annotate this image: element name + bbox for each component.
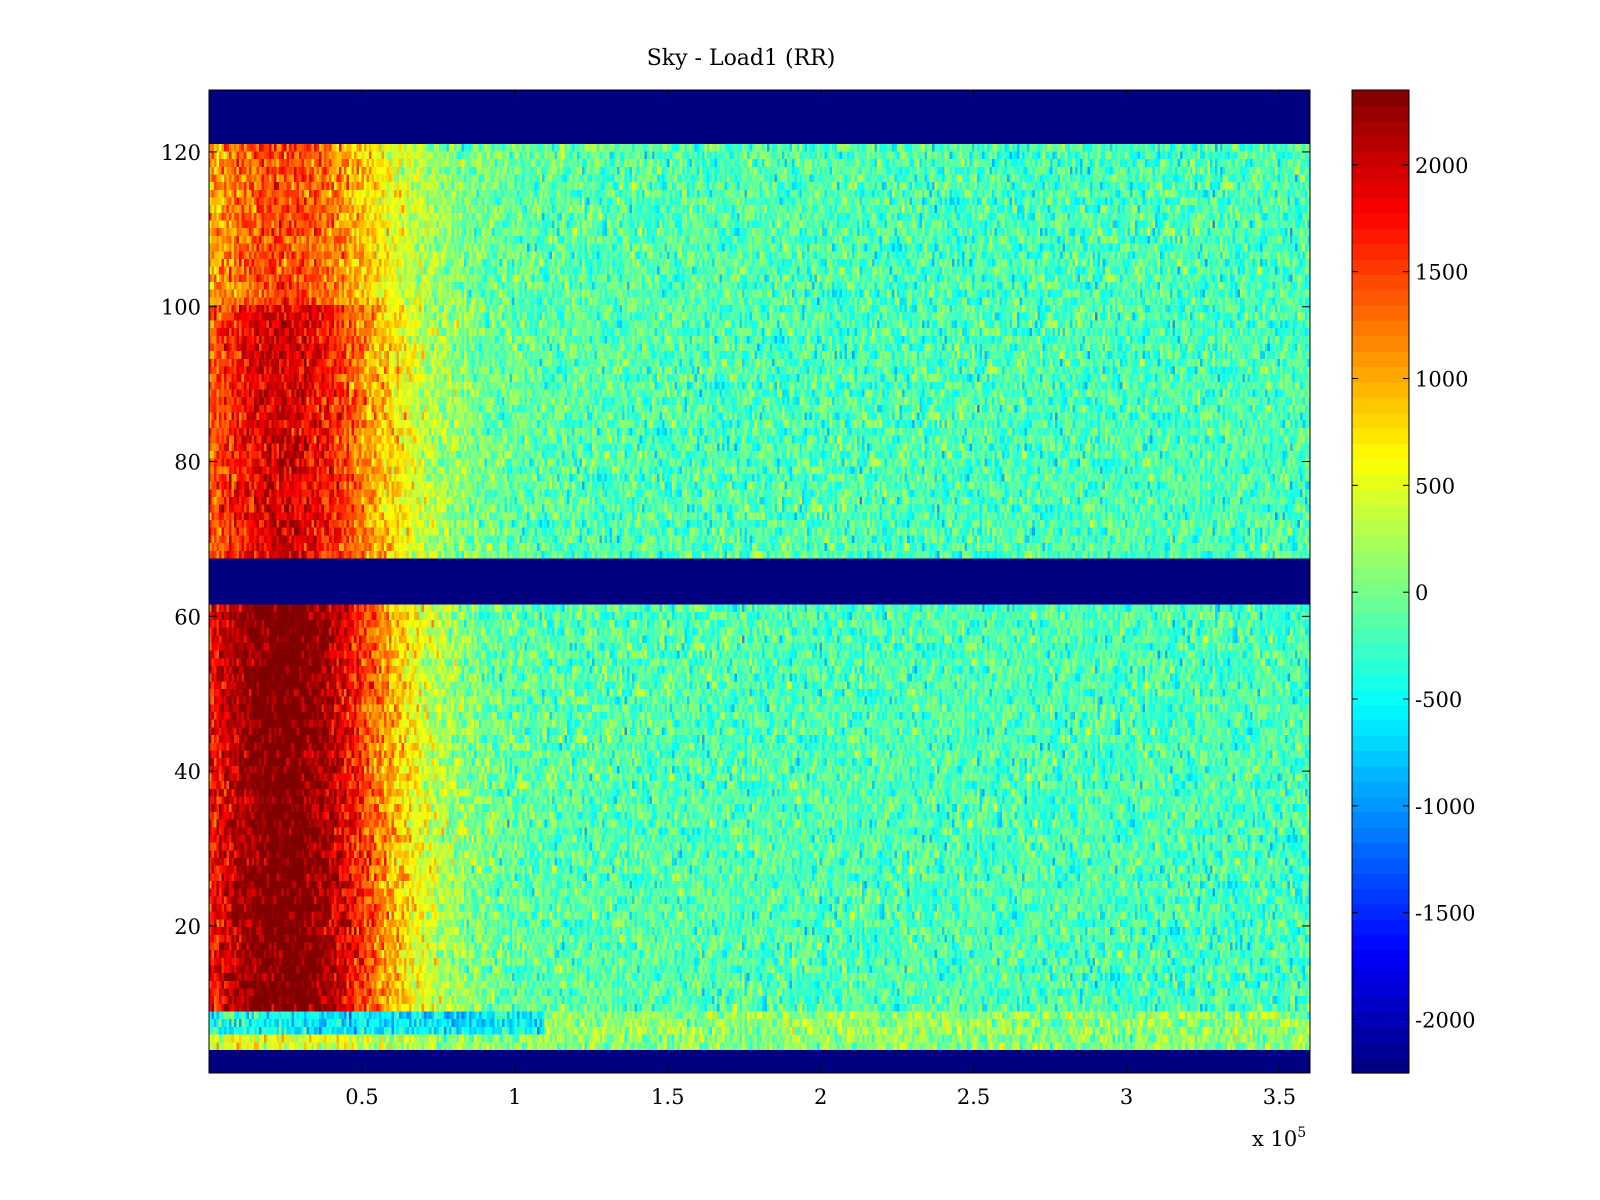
colorbar-axis: -2000 -1500 -1000 -500 0 500 1000 1500 2000	[1352, 154, 1476, 1033]
colorbar-segment	[1352, 612, 1409, 629]
colorbar-segment	[1352, 627, 1409, 644]
colorbar-tick-label: 1500	[1415, 261, 1468, 285]
colorbar-tick-label: 1000	[1415, 367, 1468, 391]
colorbar-segment	[1352, 596, 1409, 613]
colorbar-segment	[1352, 765, 1409, 782]
colorbar-segment	[1352, 489, 1409, 506]
colorbar-tick-label: -2000	[1415, 1009, 1476, 1033]
colorbar-segment	[1352, 857, 1409, 874]
colorbar-segment	[1352, 504, 1409, 521]
colorbar-segment	[1352, 228, 1409, 245]
colorbar-segment	[1352, 473, 1409, 490]
colorbar-tick-label: -1000	[1415, 795, 1476, 819]
heatmap-cells	[209, 90, 1310, 1073]
colorbar-segment	[1352, 781, 1409, 798]
colorbar-segment	[1352, 750, 1409, 767]
colorbar-tick-label: 0	[1415, 581, 1428, 605]
colorbar-segment	[1352, 151, 1409, 168]
colorbar	[1351, 89, 1410, 1074]
x-tick-label: 0.5	[345, 1085, 378, 1109]
x-tick-label: 3.5	[1263, 1085, 1296, 1109]
plot-frame	[208, 89, 1311, 1074]
colorbar-segment	[1352, 1042, 1409, 1059]
colorbar-segment	[1352, 642, 1409, 659]
x-multiplier-exponent: 5	[1297, 1125, 1306, 1141]
colorbar-segment	[1352, 1026, 1409, 1043]
colorbar-segment	[1352, 842, 1409, 859]
colorbar-segment	[1352, 335, 1409, 352]
x-tick-label: 1.5	[651, 1085, 684, 1109]
colorbar-segment	[1352, 535, 1409, 552]
colorbar-segment	[1352, 105, 1409, 122]
colorbar-tick-label: 500	[1415, 474, 1455, 498]
x-tick-label: 2	[814, 1085, 827, 1109]
colorbar-segment	[1352, 673, 1409, 690]
x-tick-label: 3	[1120, 1085, 1133, 1109]
y-tick-label: 100	[161, 296, 201, 320]
colorbar-segment	[1352, 520, 1409, 537]
colorbar-segment	[1352, 796, 1409, 813]
colorbar-segment	[1352, 873, 1409, 890]
colorbar-segment	[1352, 735, 1409, 752]
chart-title: Sky - Load1 (RR)	[647, 46, 836, 71]
colorbar-segment	[1352, 919, 1409, 936]
colorbar-segment	[1352, 811, 1409, 828]
colorbar-segment	[1352, 458, 1409, 475]
y-tick-label: 20	[174, 915, 201, 939]
colorbar-segment	[1352, 888, 1409, 905]
colorbar-segment	[1352, 120, 1409, 137]
colorbar-segment	[1352, 550, 1409, 567]
colorbar-segment	[1352, 212, 1409, 229]
colorbar-segment	[1352, 136, 1409, 153]
x-axis-multiplier-label: x 105	[1252, 1125, 1306, 1151]
colorbar-segment	[1352, 412, 1409, 429]
colorbar-segment	[1352, 1057, 1409, 1074]
colorbar-segment	[1352, 827, 1409, 844]
colorbar-segment	[1352, 950, 1409, 967]
colorbar-segment	[1352, 258, 1409, 275]
colorbar-segment	[1352, 581, 1409, 598]
colorbar-segment	[1352, 166, 1409, 183]
x-multiplier-base: x 10	[1252, 1127, 1297, 1151]
y-tick-label: 80	[174, 451, 201, 475]
colorbar-segment	[1352, 719, 1409, 736]
colorbar-segment	[1352, 934, 1409, 951]
heatmap-plot-area	[208, 89, 1311, 1074]
colorbar-segment	[1352, 397, 1409, 414]
colorbar-segment	[1352, 197, 1409, 214]
colorbar-segment	[1352, 381, 1409, 398]
colorbar-segment	[1352, 443, 1409, 460]
colorbar-segment	[1352, 965, 1409, 982]
x-axis: 0.5 1 1.5 2 2.5 3 3.5	[345, 90, 1296, 1109]
colorbar-segment	[1352, 904, 1409, 921]
y-tick-label: 60	[174, 605, 201, 629]
y-tick-label: 40	[174, 760, 201, 784]
y-tick-label: 120	[161, 141, 201, 165]
colorbar-segment	[1352, 274, 1409, 291]
x-tick-label: 2.5	[957, 1085, 990, 1109]
colorbar-segment	[1352, 704, 1409, 721]
colorbar-segment	[1352, 182, 1409, 199]
colorbar-segment	[1352, 980, 1409, 997]
colorbar-segment	[1352, 289, 1409, 306]
colorbar-segment	[1352, 366, 1409, 383]
colorbar-segment	[1352, 351, 1409, 368]
colorbar-segment	[1352, 320, 1409, 337]
colorbar-segment	[1352, 90, 1409, 106]
colorbar-segment	[1352, 689, 1409, 705]
x-tick-label: 1	[508, 1085, 521, 1109]
colorbar-segment	[1352, 658, 1409, 675]
colorbar-tick-label: -1500	[1415, 902, 1476, 926]
y-axis: 20 40 60 80 100 120	[161, 141, 1310, 939]
colorbar-tick-label: -500	[1415, 688, 1462, 712]
colorbar-segment	[1352, 305, 1409, 321]
colorbar-segment	[1352, 996, 1409, 1013]
colorbar-segment	[1352, 1011, 1409, 1028]
colorbar-segment	[1352, 427, 1409, 444]
colorbar-frame	[1351, 89, 1410, 1074]
colorbar-segment	[1352, 566, 1409, 583]
colorbar-tick-label: 2000	[1415, 154, 1468, 178]
colorbar-segment	[1352, 243, 1409, 260]
